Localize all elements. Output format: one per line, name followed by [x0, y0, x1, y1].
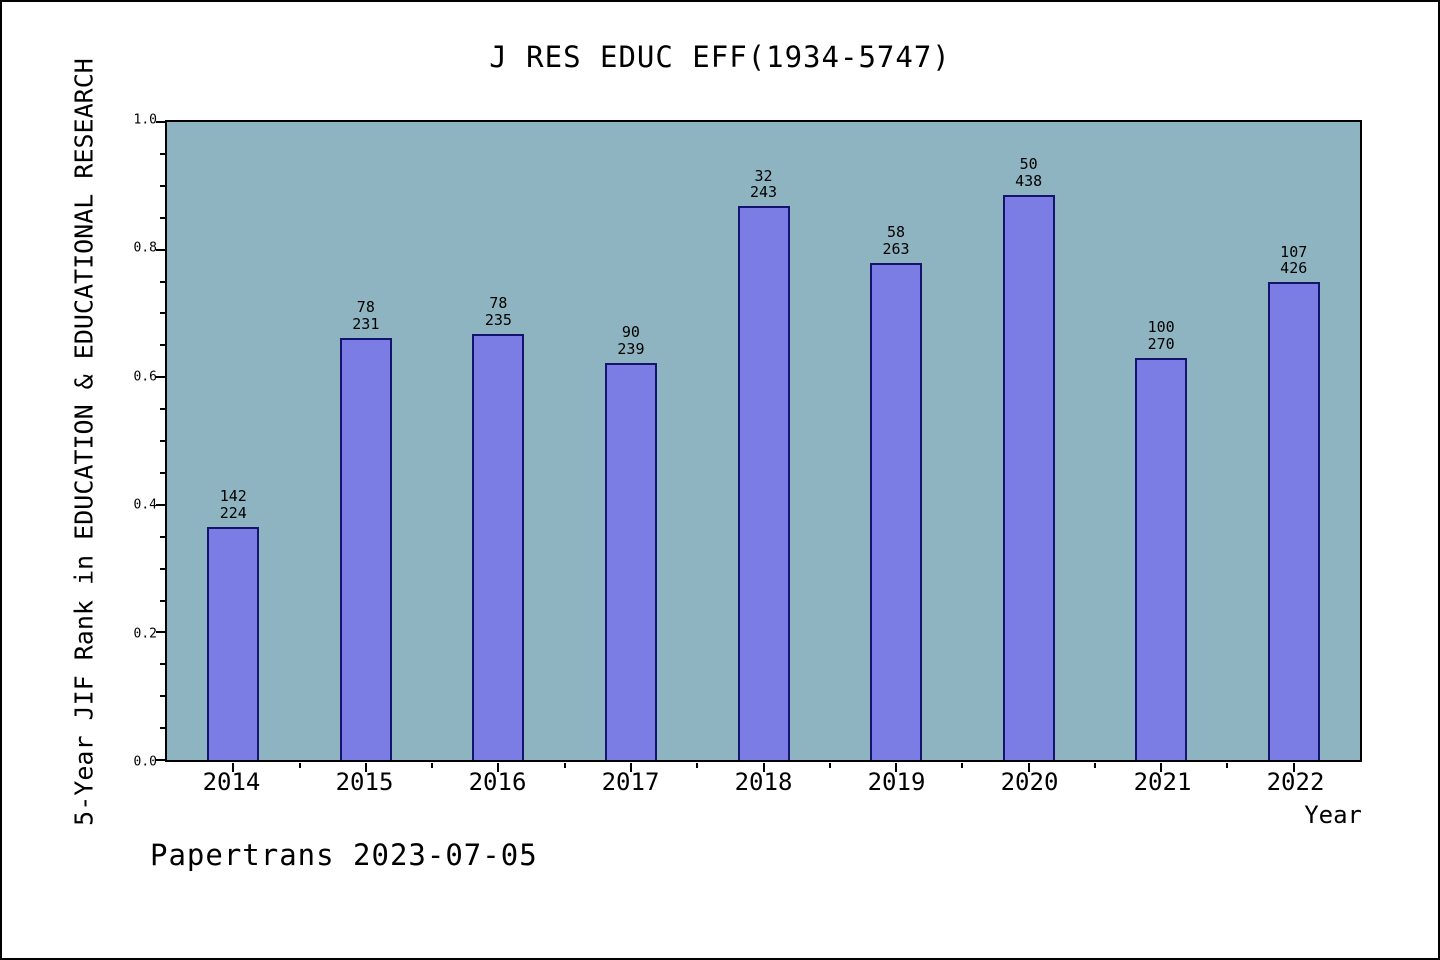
x-major-tick [1160, 763, 1163, 772]
bar-value-label-2021: 100 270 [1148, 319, 1175, 353]
x-major-tick [762, 763, 765, 772]
bar-value-label-2017: 90 239 [617, 324, 644, 358]
y-tick-label-0.6: 0.6 [133, 369, 157, 385]
bar-total-value: 239 [617, 339, 645, 358]
y-minor-tick [160, 184, 165, 187]
bar-total-value: 235 [484, 311, 512, 330]
bar-total-value: 438 [1015, 171, 1043, 190]
y-minor-tick [160, 312, 165, 315]
x-tick-label-2016: 2016 [468, 768, 527, 796]
y-tick-label-0.0: 0.0 [133, 754, 157, 770]
x-major-tick [497, 763, 500, 772]
x-major-tick [629, 763, 632, 772]
y-minor-tick [160, 471, 165, 474]
bar-rank-value: 58 [887, 223, 906, 242]
bar-value-label-2018: 32 243 [749, 166, 778, 202]
x-axis-label: Year [1304, 801, 1362, 829]
x-major-tick [895, 763, 898, 772]
y-minor-tick [160, 152, 165, 155]
bar-rank-value: 78 [489, 294, 508, 313]
bar-rank-value: 142 [219, 486, 247, 505]
bar-2018 [737, 206, 790, 760]
y-minor-tick [160, 599, 165, 602]
watermark-text: Papertrans 2023-07-05 [150, 838, 538, 872]
y-minor-tick [160, 440, 165, 442]
y-major-tick [156, 248, 165, 251]
x-major-tick [1027, 763, 1030, 772]
x-tick-label-2017: 2017 [601, 768, 660, 796]
chart-title: J RES EDUC EFF(1934-5747) [489, 40, 951, 74]
y-major-tick [156, 376, 165, 379]
bar-2019 [870, 263, 923, 760]
bar-2017 [604, 362, 657, 760]
y-minor-tick [160, 408, 165, 411]
y-minor-tick [160, 280, 165, 283]
bar-rank-value: 100 [1147, 318, 1175, 337]
x-tick-label-2014: 2014 [202, 768, 261, 796]
bar-total-value: 270 [1147, 335, 1175, 354]
y-major-tick [156, 121, 165, 123]
y-axis-label: 5-Year JIF Rank in EDUCATION & EDUCATION… [69, 58, 99, 826]
bar-value-label-2019: 58 263 [883, 224, 910, 258]
bar-rank-value: 50 [1019, 155, 1038, 174]
bar-total-value: 263 [882, 240, 910, 259]
bar-rank-value: 78 [356, 298, 375, 317]
bar-value-label-2014: 142 224 [220, 488, 247, 522]
bar-rank-value: 90 [621, 322, 640, 341]
y-major-tick [156, 503, 165, 506]
bar-2022 [1267, 282, 1320, 760]
bar-2016 [472, 333, 525, 760]
x-tick-label-2020: 2020 [1000, 768, 1059, 796]
x-minor-tick [563, 763, 566, 768]
bar-2020 [1002, 194, 1055, 760]
x-tick-label-2015: 2015 [335, 768, 394, 796]
x-minor-tick [298, 763, 301, 768]
x-tick-label-2019: 2019 [867, 768, 926, 796]
plot-area: 142 224 78 231 78 235 90 239 32 243 58 263 50 438 100 2… [156, 120, 1362, 772]
bar-value-label-2022: 107 426 [1280, 242, 1308, 278]
bar-total-value: 231 [352, 314, 380, 333]
y-minor-tick [160, 216, 165, 219]
y-tick-label-1.0: 1.0 [133, 112, 157, 128]
y-minor-tick [160, 567, 165, 570]
y-tick-label-0.8: 0.8 [133, 240, 157, 256]
bar-total-value: 243 [749, 183, 778, 202]
bar-2021 [1135, 358, 1188, 760]
x-major-tick [1292, 763, 1295, 772]
bar-total-value: 426 [1280, 259, 1308, 278]
y-minor-tick [160, 695, 165, 698]
bar-value-label-2020: 50 438 [1015, 156, 1042, 190]
x-minor-tick [1226, 763, 1229, 768]
bar-rank-value: 32 [754, 166, 773, 185]
bar-value-label-2016: 78 235 [485, 295, 512, 329]
bar-value-label-2015: 78 231 [352, 299, 379, 333]
x-minor-tick [431, 763, 434, 768]
x-minor-tick [828, 763, 831, 768]
bar-2015 [339, 337, 392, 760]
y-minor-tick [160, 727, 165, 730]
x-major-tick [232, 763, 235, 772]
y-axis-tick-labels: 0.0 0.2 0.4 0.6 0.8 1.0 [102, 113, 157, 770]
x-minor-tick [961, 763, 964, 768]
bar-rank-value: 107 [1280, 242, 1308, 261]
y-major-tick [156, 759, 165, 761]
x-minor-tick [1093, 763, 1096, 768]
x-tick-label-2022: 2022 [1266, 768, 1325, 796]
y-minor-tick [160, 663, 165, 666]
x-axis-tick-labels: 2014 2015 2016 2017 2018 2019 2020 2021 2022 [165, 768, 1362, 802]
x-minor-tick [696, 763, 699, 768]
bar-2014 [207, 526, 260, 760]
y-minor-tick [160, 535, 165, 538]
x-tick-label-2021: 2021 [1133, 768, 1192, 796]
y-minor-tick [160, 344, 165, 347]
y-tick-label-0.2: 0.2 [133, 626, 157, 642]
x-tick-label-2018: 2018 [734, 768, 793, 796]
bar-total-value: 224 [219, 503, 247, 522]
y-tick-label-0.4: 0.4 [133, 497, 157, 513]
x-major-tick [364, 763, 367, 772]
y-major-tick [156, 631, 165, 634]
